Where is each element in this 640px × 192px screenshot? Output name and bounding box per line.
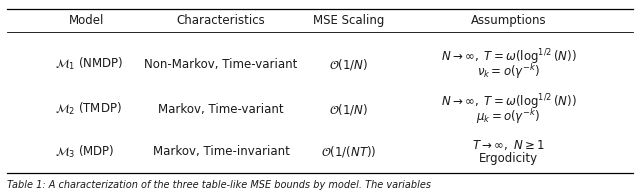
Text: $\mathcal{M}_1$ (NMDP): $\mathcal{M}_1$ (NMDP) (55, 56, 124, 72)
Text: $\mathcal{O}(1/(NT))$: $\mathcal{O}(1/(NT))$ (321, 144, 376, 159)
Text: $\mathcal{O}(1/N)$: $\mathcal{O}(1/N)$ (329, 57, 368, 72)
Text: $\nu_k = o(\gamma^{-k})$: $\nu_k = o(\gamma^{-k})$ (477, 62, 540, 81)
Text: Model: Model (69, 14, 104, 27)
Text: Markov, Time-variant: Markov, Time-variant (158, 103, 284, 116)
Text: $\mu_k = o(\gamma^{-k})$: $\mu_k = o(\gamma^{-k})$ (476, 107, 540, 126)
Text: Characteristics: Characteristics (177, 14, 266, 27)
Text: Table 1: A characterization of the three table-like MSE bounds by model. The var: Table 1: A characterization of the three… (7, 180, 431, 190)
Text: $\mathcal{O}(1/N)$: $\mathcal{O}(1/N)$ (329, 102, 368, 117)
Text: $\mathcal{M}_3$ (MDP): $\mathcal{M}_3$ (MDP) (55, 144, 115, 160)
Text: Assumptions: Assumptions (470, 14, 546, 27)
Text: Markov, Time-invariant: Markov, Time-invariant (152, 145, 289, 158)
Text: MSE Scaling: MSE Scaling (313, 14, 385, 27)
Text: Ergodicity: Ergodicity (479, 152, 538, 165)
Text: $N \to \infty,\ T = \omega(\log^{1/2}(N))$: $N \to \infty,\ T = \omega(\log^{1/2}(N)… (440, 47, 576, 67)
Text: $\mathcal{M}_2$ (TMDP): $\mathcal{M}_2$ (TMDP) (55, 101, 122, 117)
Text: $T \to \infty,\ N \geq 1$: $T \to \infty,\ N \geq 1$ (472, 138, 545, 152)
Text: $N \to \infty,\ T = \omega(\log^{1/2}(N))$: $N \to \infty,\ T = \omega(\log^{1/2}(N)… (440, 92, 576, 112)
Text: Non-Markov, Time-variant: Non-Markov, Time-variant (145, 58, 298, 71)
